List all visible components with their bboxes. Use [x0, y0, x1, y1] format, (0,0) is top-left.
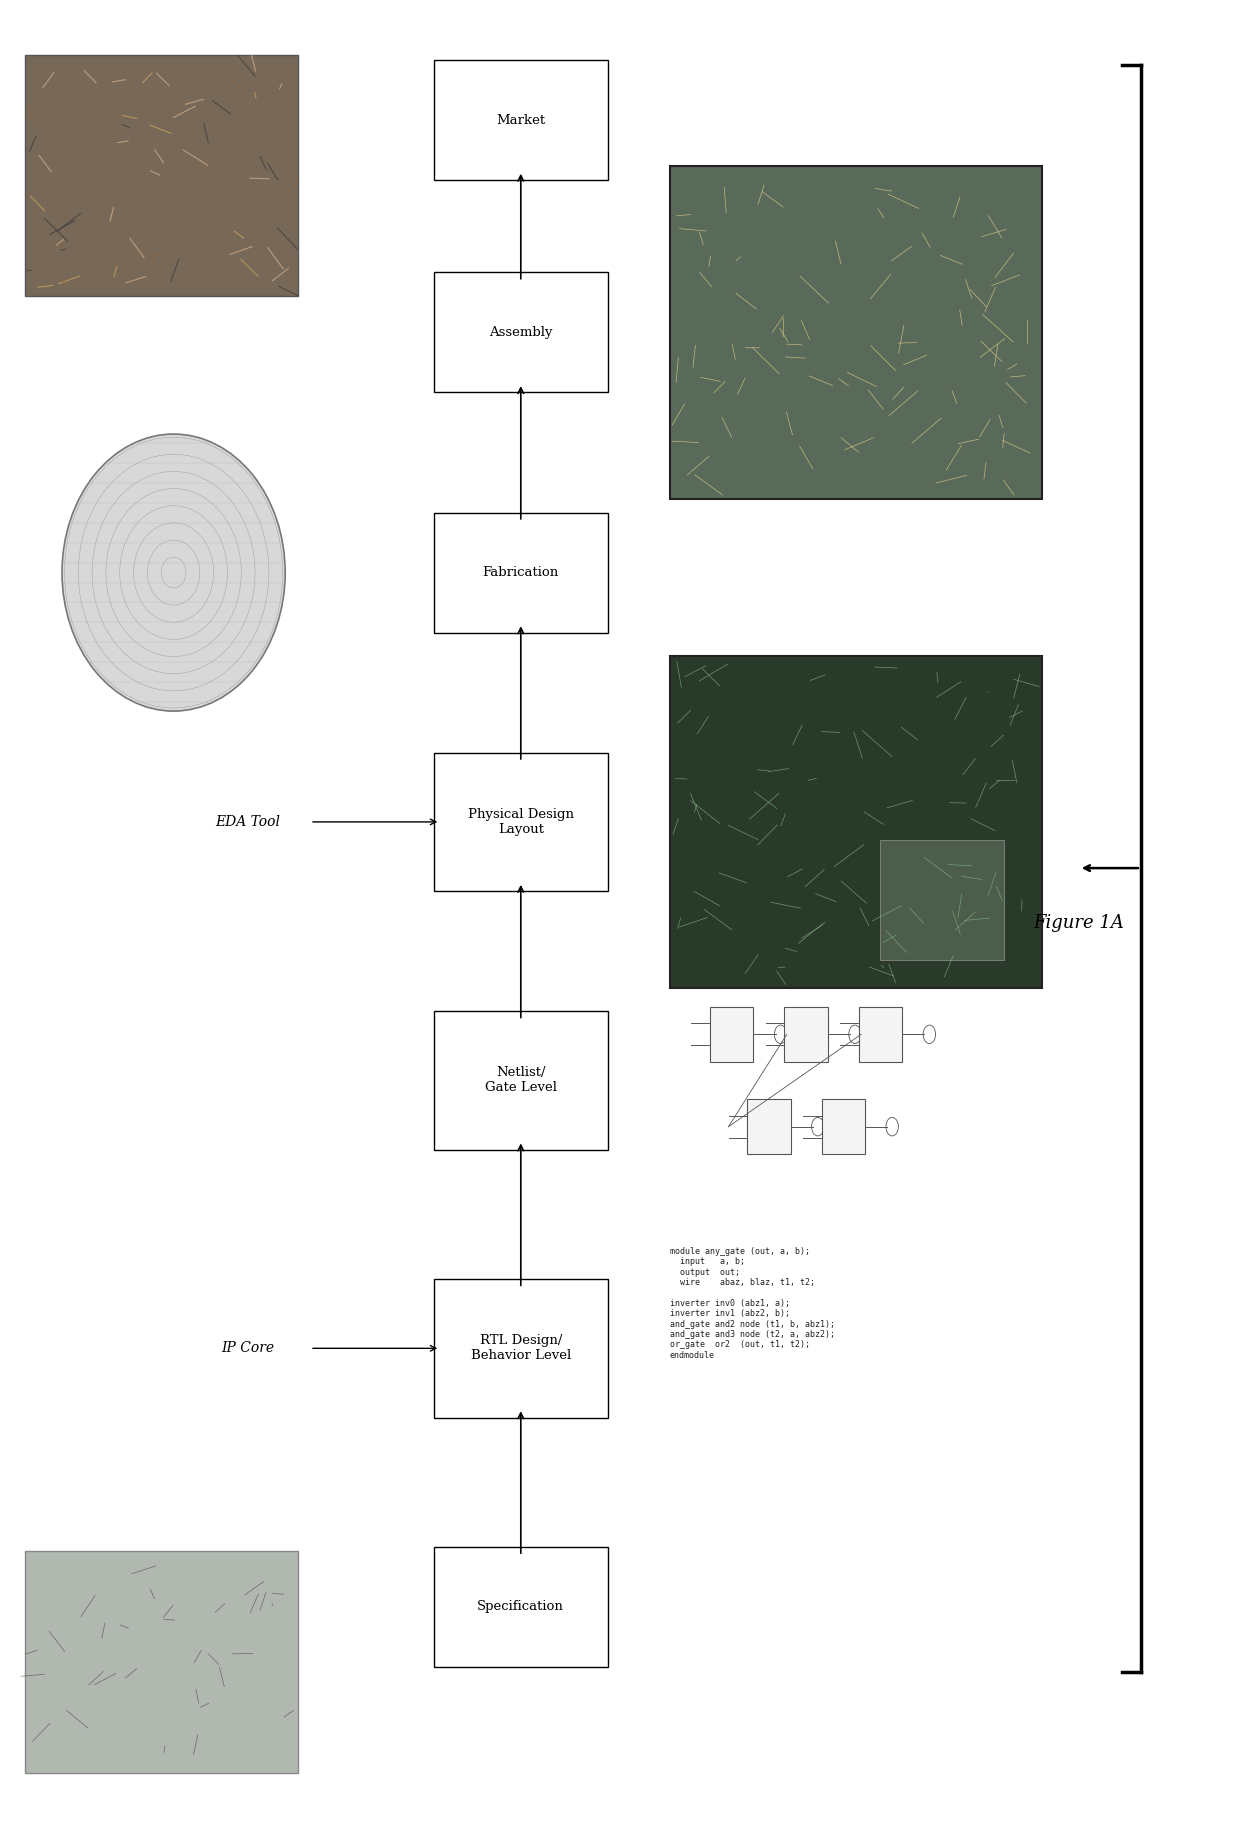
FancyBboxPatch shape: [434, 59, 608, 179]
Text: Assembly: Assembly: [489, 325, 553, 340]
FancyBboxPatch shape: [434, 1548, 608, 1666]
Bar: [859, 1007, 903, 1062]
FancyBboxPatch shape: [434, 513, 608, 632]
FancyBboxPatch shape: [434, 1012, 608, 1149]
Circle shape: [774, 1025, 787, 1044]
FancyBboxPatch shape: [434, 1278, 608, 1418]
Bar: [25, 55, 298, 296]
Bar: [670, 166, 1042, 499]
Bar: [711, 1007, 754, 1062]
Circle shape: [812, 1117, 825, 1136]
Bar: [785, 1007, 828, 1062]
Text: Netlist/
Gate Level: Netlist/ Gate Level: [485, 1066, 557, 1095]
Circle shape: [848, 1025, 862, 1044]
Circle shape: [923, 1025, 936, 1044]
FancyBboxPatch shape: [434, 754, 608, 890]
Bar: [25, 1551, 298, 1773]
Bar: [822, 1099, 866, 1154]
Ellipse shape: [62, 434, 285, 711]
Bar: [880, 840, 1004, 960]
Bar: [748, 1099, 791, 1154]
Bar: [670, 656, 1042, 988]
Text: Figure 1A: Figure 1A: [1033, 914, 1125, 933]
Text: Physical Design
Layout: Physical Design Layout: [467, 807, 574, 837]
Circle shape: [885, 1117, 898, 1136]
FancyBboxPatch shape: [434, 272, 608, 392]
Text: RTL Design/
Behavior Level: RTL Design/ Behavior Level: [471, 1334, 570, 1363]
Text: Fabrication: Fabrication: [482, 565, 559, 580]
Text: module any_gate (out, a, b);
  input   a, b;
  output  out;
  wire    abaz, blaz: module any_gate (out, a, b); input a, b;…: [670, 1247, 835, 1359]
Text: Specification: Specification: [477, 1600, 564, 1614]
Text: Market: Market: [496, 113, 546, 127]
Text: IP Core: IP Core: [222, 1341, 274, 1356]
Text: EDA Tool: EDA Tool: [216, 815, 280, 829]
